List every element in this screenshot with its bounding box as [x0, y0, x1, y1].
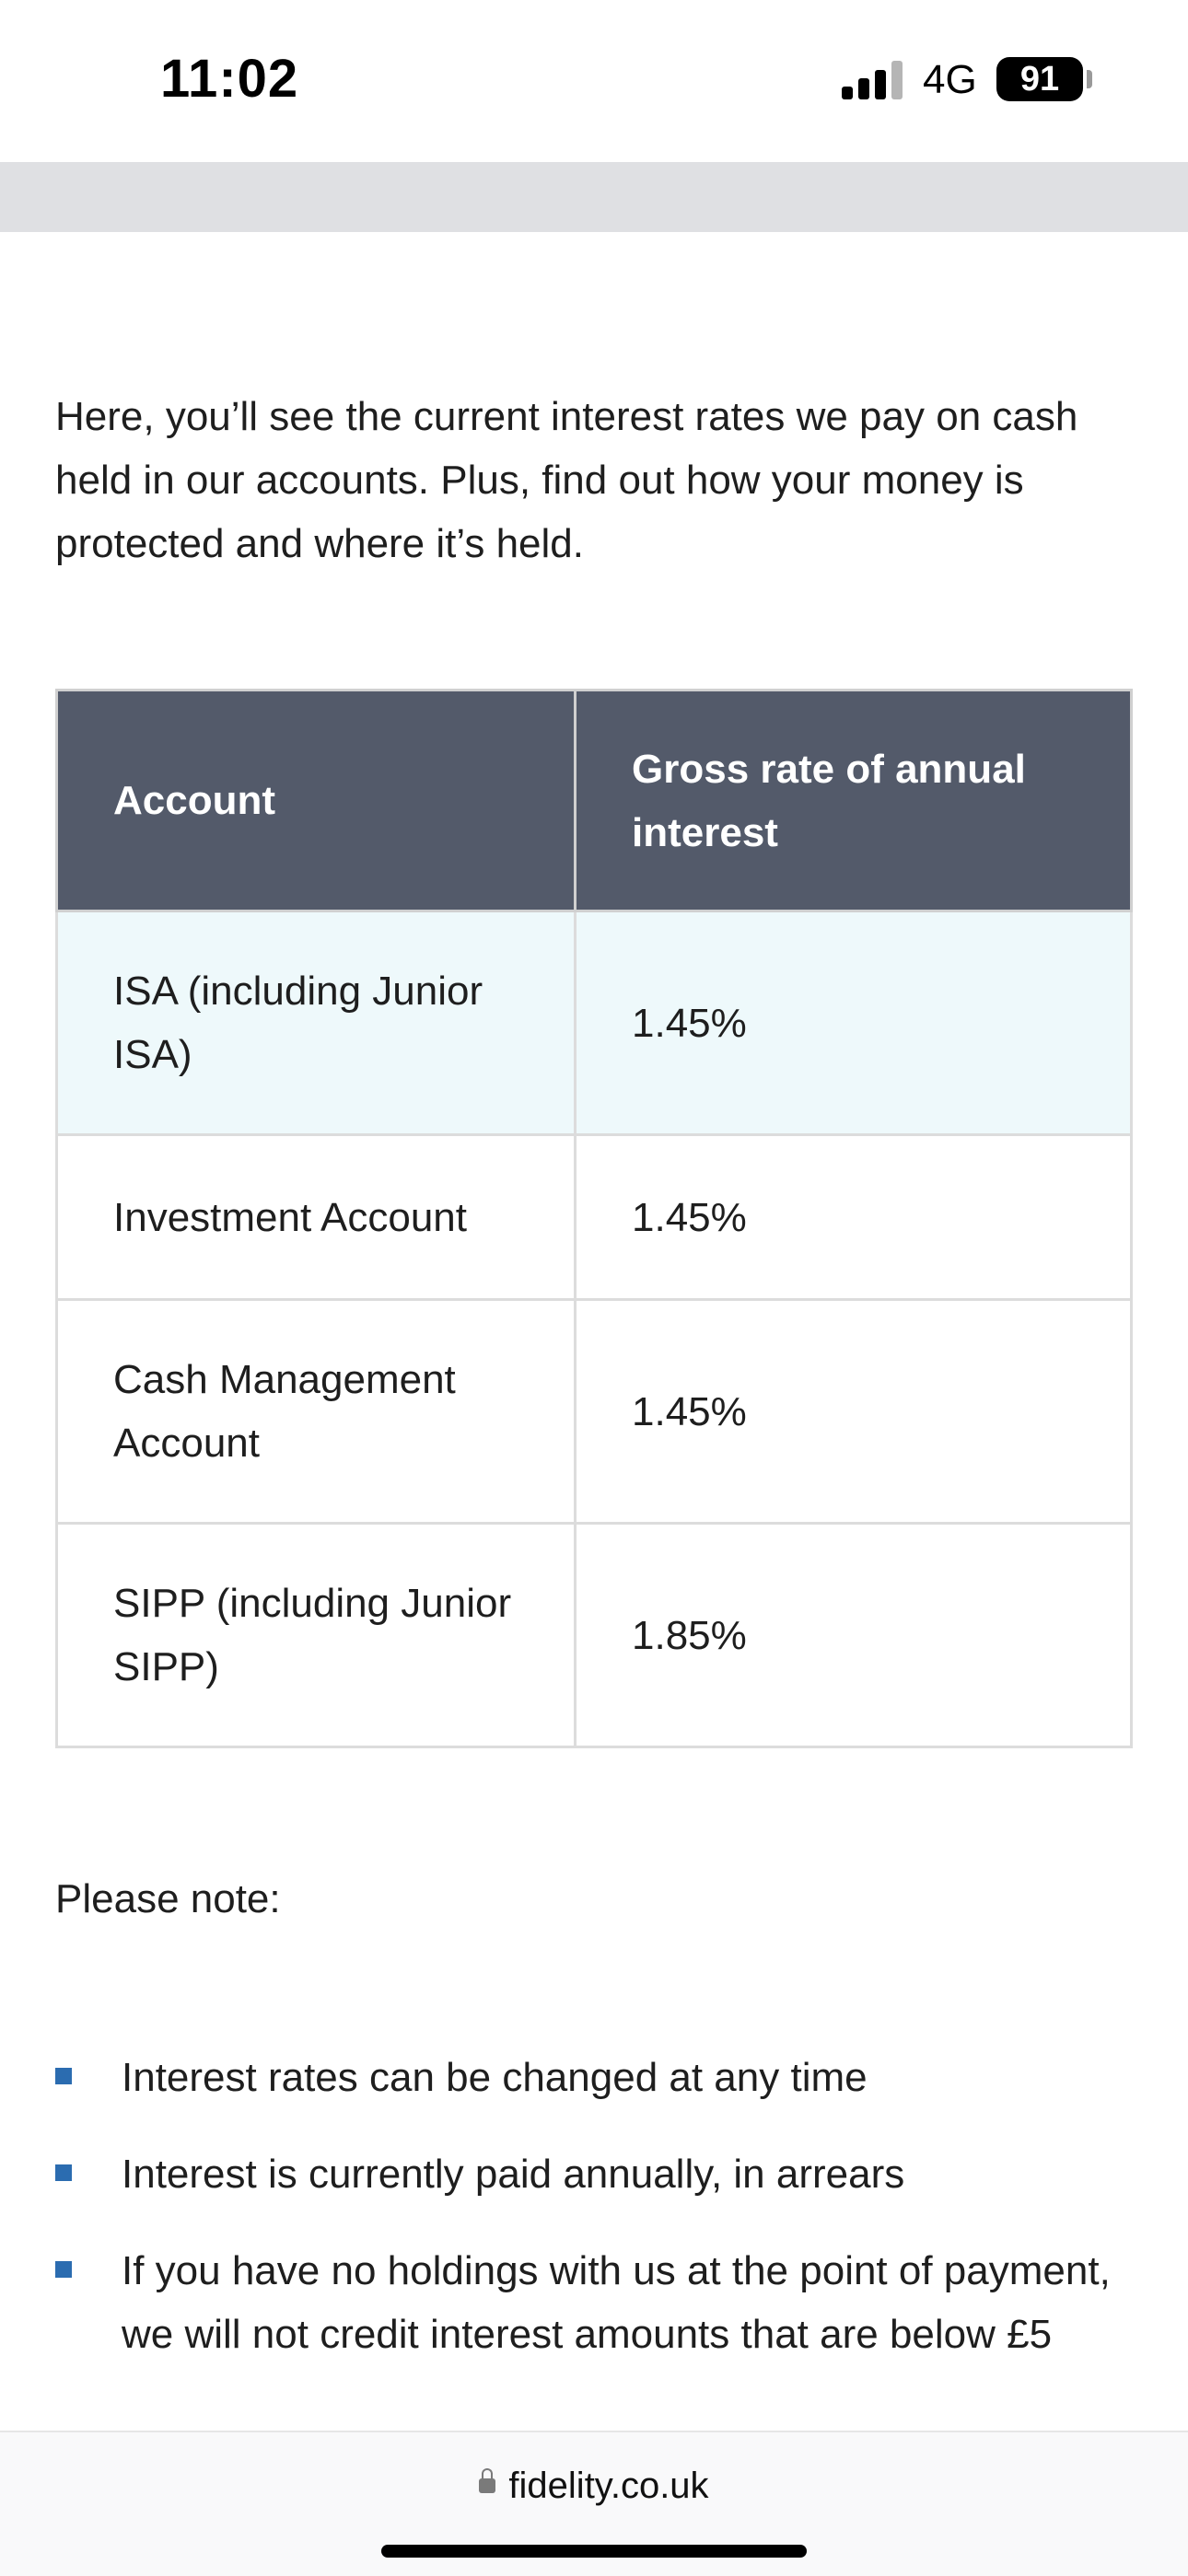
status-bar: 11:02 4G 91 — [0, 0, 1188, 162]
signal-icon — [842, 61, 903, 99]
note-text: Interest rates can be changed at any tim… — [122, 2055, 868, 2100]
home-indicator[interactable] — [381, 2545, 807, 2558]
table-row: Cash Management Account 1.45% — [55, 1298, 1133, 1525]
note-text: Interest is currently paid annually, in … — [122, 2152, 905, 2197]
square-bullet-icon — [55, 2261, 72, 2278]
rate-cell: 1.45% — [574, 910, 1133, 1136]
page-header-strip — [0, 162, 1188, 232]
interest-rates-table: Account Gross rate of annual interest IS… — [55, 689, 1133, 1748]
rate-cell: 1.45% — [574, 1298, 1133, 1525]
table-row: Investment Account 1.45% — [55, 1133, 1133, 1301]
list-item: If you have no holdings with us at the p… — [55, 2239, 1133, 2366]
browser-address-bar[interactable]: fidelity.co.uk — [0, 2431, 1188, 2576]
rate-cell: 1.45% — [574, 1133, 1133, 1301]
square-bullet-icon — [55, 2164, 72, 2181]
rate-cell: 1.85% — [574, 1522, 1133, 1748]
url-text: fidelity.co.uk — [508, 2466, 709, 2506]
account-cell: Cash Management Account — [55, 1298, 577, 1525]
lock-icon — [479, 2468, 496, 2494]
column-header-account: Account — [55, 689, 577, 912]
list-item: Interest is currently paid annually, in … — [55, 2142, 1133, 2206]
account-cell: Investment Account — [55, 1133, 577, 1301]
battery-icon: 91 — [996, 57, 1083, 101]
table-body: ISA (including Junior ISA) 1.45% Investm… — [55, 910, 1133, 1748]
url-display[interactable]: fidelity.co.uk — [0, 2466, 1188, 2507]
notes-list: Interest rates can be changed at any tim… — [55, 2046, 1133, 2399]
intro-paragraph: Here, you’ll see the current interest ra… — [55, 394, 1078, 566]
column-header-rate: Gross rate of annual interest — [574, 689, 1133, 912]
table-header: Account Gross rate of annual interest — [55, 689, 1133, 912]
account-cell: ISA (including Junior ISA) — [55, 910, 577, 1136]
table-row: ISA (including Junior ISA) 1.45% — [55, 910, 1133, 1136]
battery-cap — [1087, 70, 1092, 88]
table-row: SIPP (including Junior SIPP) 1.85% — [55, 1522, 1133, 1748]
main-content: Here, you’ll see the current interest ra… — [55, 232, 1133, 2357]
status-time: 11:02 — [160, 49, 299, 109]
note-text: If you have no holdings with us at the p… — [122, 2248, 1111, 2357]
account-cell: SIPP (including Junior SIPP) — [55, 1522, 577, 1748]
table-header-row: Account Gross rate of annual interest — [55, 689, 1133, 912]
list-item: Interest rates can be changed at any tim… — [55, 2046, 1133, 2109]
network-type-label: 4G — [923, 57, 977, 102]
square-bullet-icon — [55, 2068, 72, 2084]
note-heading: Please note: — [55, 1876, 281, 1921]
